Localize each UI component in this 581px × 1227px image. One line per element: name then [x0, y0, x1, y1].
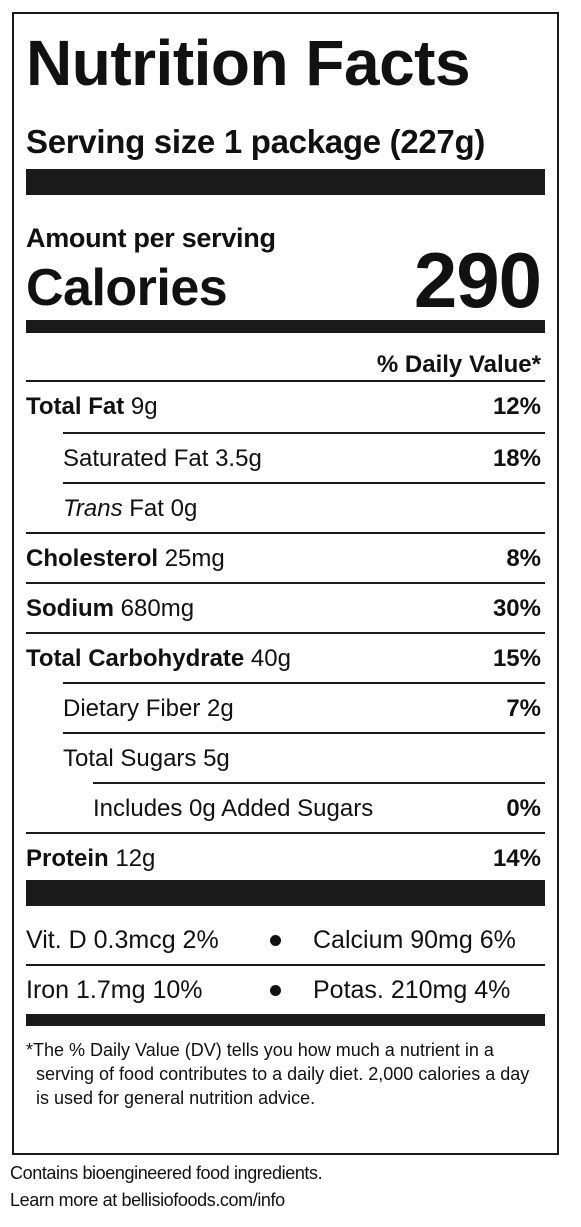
nutrient-row-protein: Protein 12g 14% — [26, 834, 545, 884]
nutrient-row-total-carbohydrate: Total Carbohydrate 40g 15% — [26, 634, 545, 684]
nutrient-amount: 9g — [124, 393, 158, 420]
divider — [26, 532, 545, 534]
divider — [63, 482, 545, 484]
nutrient-name: Protein — [26, 845, 109, 872]
medium-divider — [26, 320, 545, 333]
nutrient-percent: 8% — [506, 545, 541, 572]
nutrient-percent: 15% — [492, 645, 541, 672]
nutrient-name: Saturated Fat 3.5g — [63, 445, 262, 472]
nutrient-amount: Fat 0g — [122, 495, 198, 522]
divider — [63, 682, 545, 684]
nutrient-name: Total Carbohydrate — [26, 645, 245, 672]
daily-value-footnote: *The % Daily Value (DV) tells you how mu… — [26, 1040, 530, 1108]
amount-per-serving-label: Amount per serving — [26, 223, 276, 253]
nutrient-name: Total Sugars 5g — [63, 745, 230, 772]
nutrient-name: Total Fat — [26, 393, 125, 420]
nutrient-row-total-sugars: Total Sugars 5g — [26, 734, 545, 784]
nutrient-row-cholesterol: Cholesterol 25mg 8% — [26, 534, 545, 584]
divider — [26, 632, 545, 634]
bullet-icon — [270, 935, 281, 946]
vitamin-row: Iron 1.7mg 10% Potas. 210mg 4% — [26, 966, 545, 1014]
divider — [26, 832, 545, 834]
nutrient-amount: 12g — [108, 845, 156, 872]
nutrient-name: Dietary Fiber 2g — [63, 695, 234, 722]
nutrient-amount: 40g — [244, 645, 291, 672]
bioengineered-disclosure: Contains bioengineered food ingredients.… — [10, 1160, 323, 1214]
calories-label: Calories — [26, 259, 228, 317]
nutrient-percent: 0% — [506, 795, 541, 822]
nutrition-facts-title: Nutrition Facts — [26, 27, 471, 99]
thick-divider — [26, 169, 545, 195]
nutrient-amount: 680mg — [114, 595, 195, 622]
nutrient-name: Sodium — [26, 595, 114, 622]
nutrient-row-saturated-fat: Saturated Fat 3.5g 18% — [26, 434, 545, 484]
calcium: Calcium 90mg 6% — [313, 926, 516, 954]
medium-divider — [26, 1014, 545, 1026]
divider — [26, 964, 545, 966]
serving-size: Serving size 1 package (227g) — [26, 123, 486, 160]
nutrient-amount: 25mg — [158, 545, 225, 572]
nutrient-percent: 14% — [492, 845, 541, 872]
nutrient-row-added-sugars: Includes 0g Added Sugars 0% — [26, 784, 545, 834]
divider — [26, 582, 545, 584]
nutrient-name-italic: Trans — [63, 495, 123, 522]
vitamin-row: Vit. D 0.3mcg 2% Calcium 90mg 6% — [26, 916, 545, 964]
daily-value-header: % Daily Value* — [376, 351, 541, 378]
learn-more-line: Learn more at bellisiofoods.com/info — [10, 1190, 285, 1210]
divider — [93, 782, 545, 784]
nutrient-percent: 18% — [492, 445, 541, 472]
nutrient-percent: 30% — [492, 595, 541, 622]
thick-divider — [26, 880, 545, 906]
divider — [63, 432, 545, 434]
vitamin-d: Vit. D 0.3mcg 2% — [26, 926, 219, 954]
nutrition-facts-panel: Nutrition Facts Serving size 1 package (… — [12, 12, 559, 1155]
nutrient-row-total-fat: Total Fat 9g 12% — [26, 382, 545, 432]
nutrient-row-sodium: Sodium 680mg 30% — [26, 584, 545, 634]
bioengineered-line: Contains bioengineered food ingredients. — [10, 1163, 323, 1183]
divider — [63, 732, 545, 734]
potassium: Potas. 210mg 4% — [313, 976, 511, 1004]
nutrient-percent: 12% — [492, 393, 541, 420]
nutrient-name: Includes 0g Added Sugars — [93, 795, 374, 822]
bullet-icon — [270, 985, 281, 996]
calories-value: 290 — [413, 236, 542, 324]
divider — [26, 380, 545, 382]
nutrient-row-trans-fat: Trans Fat 0g — [26, 484, 545, 534]
nutrient-row-dietary-fiber: Dietary Fiber 2g 7% — [26, 684, 545, 734]
nutrient-percent: 7% — [506, 695, 541, 722]
nutrient-name: Cholesterol — [26, 545, 159, 572]
iron: Iron 1.7mg 10% — [26, 976, 203, 1004]
